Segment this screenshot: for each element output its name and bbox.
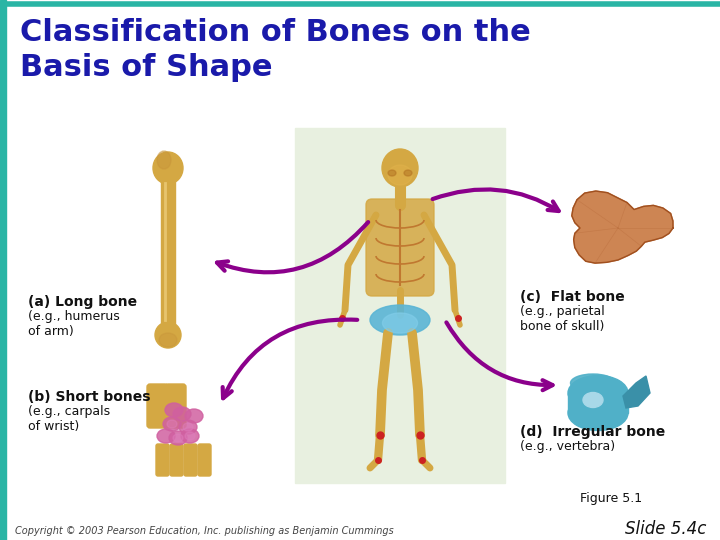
Ellipse shape [169,431,187,445]
Ellipse shape [568,395,628,430]
Text: (c)  Flat bone: (c) Flat bone [520,290,625,304]
Ellipse shape [183,423,193,431]
Ellipse shape [388,170,396,176]
Ellipse shape [181,429,199,443]
Bar [161,178,175,325]
Text: (e.g., vertebra): (e.g., vertebra) [520,440,615,453]
Ellipse shape [185,409,203,423]
FancyBboxPatch shape [147,384,168,428]
Ellipse shape [157,151,171,169]
Text: Copyright © 2003 Pearson Education, Inc. publishing as Benjamin Cummings: Copyright © 2003 Pearson Education, Inc.… [15,526,394,536]
FancyBboxPatch shape [165,384,186,428]
Ellipse shape [382,313,418,333]
Text: (d)  Irregular bone: (d) Irregular bone [520,425,665,439]
Ellipse shape [173,407,191,421]
Text: (a) Long bone: (a) Long bone [28,295,137,309]
Text: (e.g., parietal
bone of skull): (e.g., parietal bone of skull) [520,305,605,333]
Ellipse shape [155,322,181,348]
Ellipse shape [179,420,197,434]
Ellipse shape [163,417,181,431]
Text: (e.g., carpals
of wrist): (e.g., carpals of wrist) [28,405,110,433]
Text: (b) Short bones: (b) Short bones [28,390,150,404]
Text: Figure 5.1: Figure 5.1 [580,492,642,505]
Bar [295,128,505,483]
Bar [568,393,628,413]
Bar [0,0,6,540]
FancyBboxPatch shape [366,199,434,296]
Ellipse shape [388,165,412,185]
Ellipse shape [570,374,616,392]
FancyBboxPatch shape [198,444,211,476]
Ellipse shape [167,420,177,428]
Ellipse shape [157,429,175,443]
Ellipse shape [153,152,183,184]
Polygon shape [572,191,673,263]
Text: Classification of Bones on the
Basis of Shape: Classification of Bones on the Basis of … [20,18,531,82]
Ellipse shape [185,432,195,440]
Text: Slide 5.4c: Slide 5.4c [625,520,706,538]
Ellipse shape [382,149,418,187]
FancyBboxPatch shape [184,444,197,476]
Ellipse shape [173,434,183,442]
FancyBboxPatch shape [156,444,169,476]
Ellipse shape [370,305,430,335]
Ellipse shape [583,393,603,408]
Text: (e.g., humerus
of arm): (e.g., humerus of arm) [28,310,120,338]
Ellipse shape [568,375,628,410]
Ellipse shape [165,403,183,417]
Ellipse shape [404,170,412,176]
Polygon shape [623,376,650,408]
Ellipse shape [159,333,177,347]
FancyBboxPatch shape [170,444,183,476]
